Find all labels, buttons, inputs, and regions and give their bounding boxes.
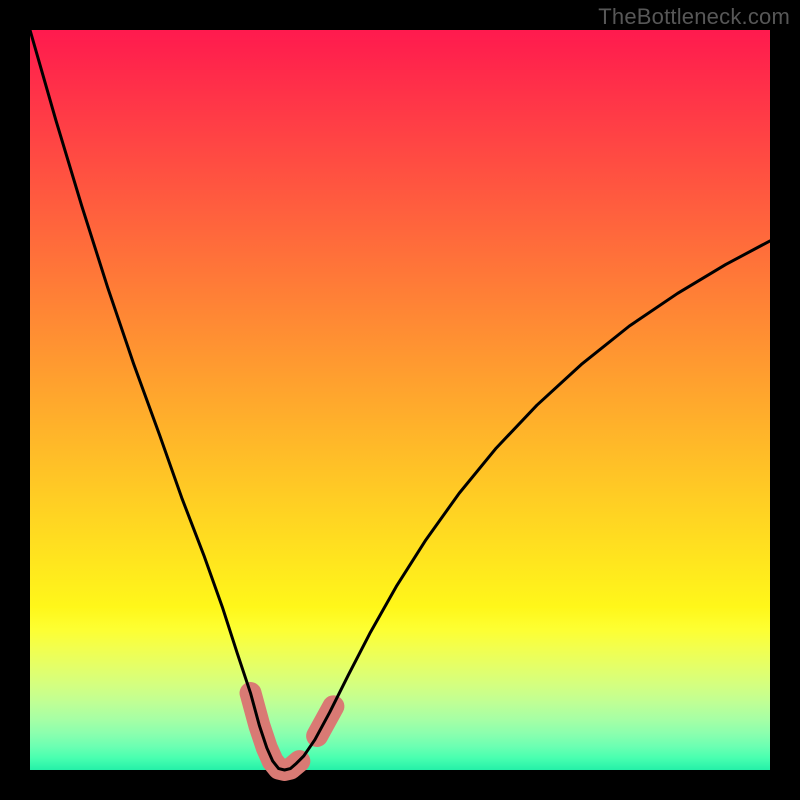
figure-root: TheBottleneck.com bbox=[0, 0, 800, 800]
plot-background bbox=[30, 30, 770, 770]
bottleneck-chart bbox=[0, 0, 800, 800]
